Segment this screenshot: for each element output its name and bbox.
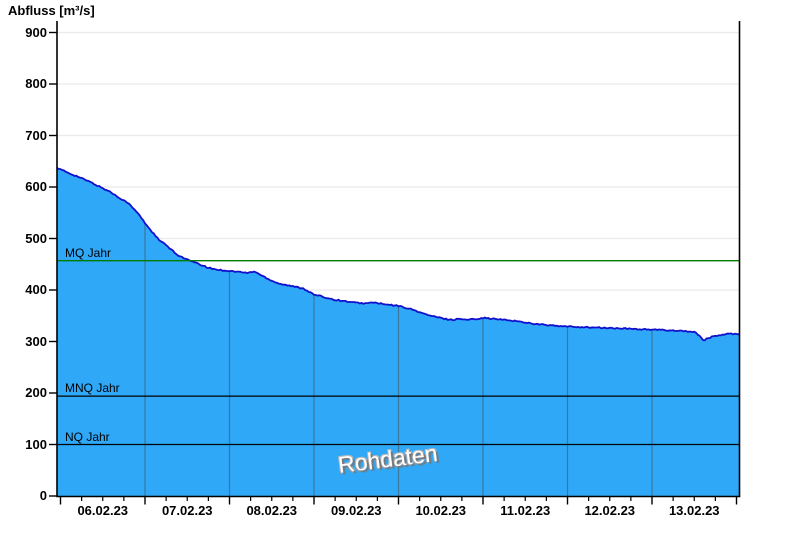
y-tick-label: 500 — [25, 230, 47, 246]
y-tick-label: 300 — [25, 333, 47, 349]
x-tick-label: 13.02.23 — [668, 503, 720, 518]
nq-year-line-label: NQ Jahr — [65, 429, 110, 444]
y-tick-label: 800 — [25, 76, 47, 91]
mnq-year-line-label: MNQ Jahr — [65, 381, 120, 396]
x-tick-label: 10.02.23 — [415, 503, 467, 518]
y-tick-label: 0 — [39, 488, 47, 503]
y-tick-label: 900 — [25, 24, 47, 40]
y-tick-label: 700 — [25, 127, 47, 143]
y-tick-label: 400 — [25, 282, 47, 297]
x-tick-label: 08.02.23 — [246, 503, 298, 518]
x-tick-label: 07.02.23 — [161, 503, 213, 518]
y-tick-label: 100 — [25, 436, 47, 452]
y-tick-label: 600 — [25, 179, 47, 194]
mq-year-line-label: MQ Jahr — [65, 245, 112, 260]
discharge-curve — [56, 167, 740, 342]
x-tick-label: 06.02.23 — [77, 503, 129, 518]
x-tick-label: 11.02.23 — [500, 503, 551, 518]
x-tick-label: 09.02.23 — [330, 503, 382, 518]
y-tick-label: 200 — [25, 385, 47, 400]
x-tick-label: 12.02.23 — [584, 503, 636, 518]
chart-title: Abfluss [m³/s] — [8, 3, 95, 18]
